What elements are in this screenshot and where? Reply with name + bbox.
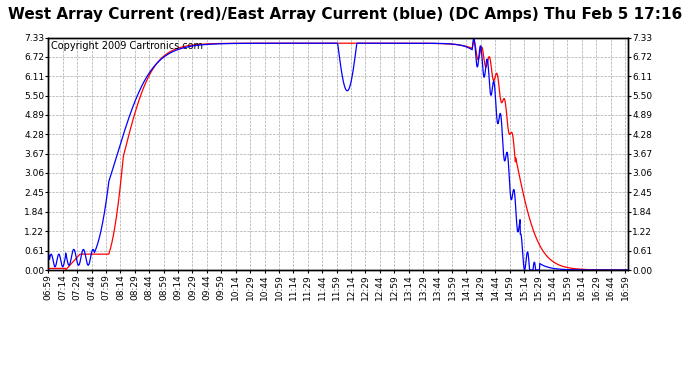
Text: Copyright 2009 Cartronics.com: Copyright 2009 Cartronics.com bbox=[51, 41, 203, 51]
Text: West Array Current (red)/East Array Current (blue) (DC Amps) Thu Feb 5 17:16: West Array Current (red)/East Array Curr… bbox=[8, 8, 682, 22]
